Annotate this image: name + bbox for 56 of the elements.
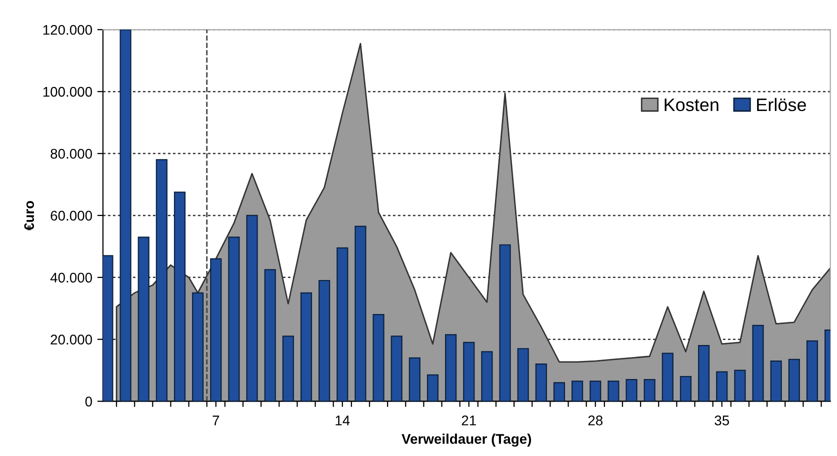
x-tick-label: 14: [336, 416, 350, 426]
bar: [608, 380, 620, 402]
bar: [445, 334, 457, 402]
bar: [535, 364, 547, 402]
bar: [499, 244, 511, 402]
x-tick-label: 35: [714, 416, 730, 426]
bar: [572, 380, 584, 402]
legend-label: Erlöse: [757, 98, 806, 112]
bar: [463, 342, 475, 402]
bar: [716, 371, 728, 402]
bar: [210, 258, 222, 402]
bar: [264, 269, 276, 402]
y-tick-label: 60.000: [50, 210, 92, 221]
x-tick-label: 7: [212, 416, 220, 426]
bar: [626, 379, 638, 402]
bar: [336, 247, 348, 402]
bar: [698, 344, 710, 402]
bar: [192, 292, 204, 402]
bar: [138, 236, 150, 402]
bar: [300, 292, 312, 402]
bar: [770, 360, 782, 402]
bar: [102, 255, 114, 402]
bar: [644, 379, 656, 402]
x-tick-label: 28: [588, 416, 603, 426]
bar: [390, 336, 402, 402]
bar: [174, 192, 186, 402]
bar: [788, 358, 800, 402]
bar: [120, 30, 132, 402]
bar: [680, 376, 692, 402]
bar: [228, 236, 240, 402]
bar: [553, 382, 566, 402]
bar: [318, 280, 330, 402]
legend-label: Kosten: [664, 98, 718, 112]
bar: [517, 348, 529, 402]
x-tick-label: 21: [462, 416, 476, 426]
x-axis-title: Verweildauer (Tage): [402, 434, 532, 447]
bar: [734, 370, 746, 402]
bar: [806, 340, 818, 402]
bar: [426, 374, 439, 402]
y-tick-label: 20.000: [50, 334, 92, 345]
bar: [752, 324, 764, 402]
bar: [282, 336, 294, 402]
y-tick-label: 40.000: [50, 272, 92, 283]
y-axis-title: €uro: [24, 200, 34, 230]
y-tick-label: 80.000: [50, 148, 92, 159]
bar: [590, 380, 602, 402]
bar: [156, 159, 168, 402]
bar: [372, 314, 384, 402]
bar: [354, 226, 366, 402]
bar: [246, 214, 258, 402]
y-tick-label: 100.000: [43, 86, 92, 97]
y-tick-label: 0: [85, 396, 92, 406]
bar: [408, 357, 420, 402]
y-tick-label: 120.000: [43, 24, 92, 35]
bar: [481, 351, 493, 402]
bar: [662, 352, 674, 402]
